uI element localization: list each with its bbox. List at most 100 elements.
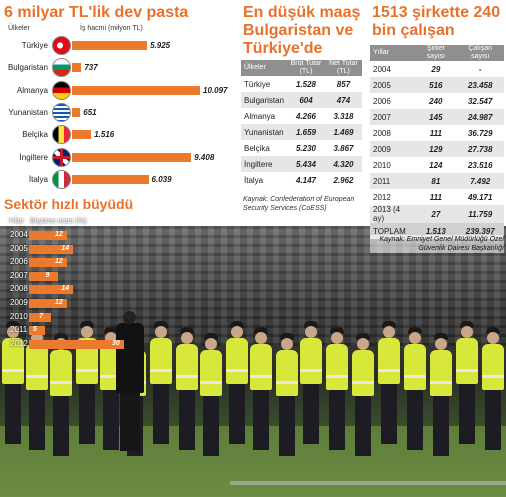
guard-legs xyxy=(179,390,195,450)
guard-cap xyxy=(204,333,218,340)
growth-bar xyxy=(29,231,67,240)
companies-table-row: 2011 81 7.492 xyxy=(370,173,504,189)
volume-chart-ylabel: Ülkeler xyxy=(8,25,30,32)
table-cell-value: 857 xyxy=(336,79,351,89)
guard-legs xyxy=(253,390,269,450)
growth-value-label: 5 xyxy=(32,326,37,334)
volume-chart-xlabel: İş hacmi (milyon TL) xyxy=(80,25,143,32)
growth-year-label: 2004 xyxy=(10,230,28,239)
growth-value-label: 12 xyxy=(55,231,63,238)
volume-row-label: Yunanistan xyxy=(8,107,48,117)
table-cell-value: 29 xyxy=(431,64,441,74)
guard-cap xyxy=(382,321,396,328)
companies-table-row: 2013 (4 ay) 27 11.759 xyxy=(370,205,504,223)
table-row-label: İngiltere xyxy=(241,156,288,172)
salary-table-row: Türkiye 1.528 857 xyxy=(241,76,362,92)
bulgaria-flag-icon xyxy=(52,58,71,78)
guard-head xyxy=(331,332,343,344)
companies-table-row: 2010 124 23.516 xyxy=(370,157,504,173)
table-cell-value: 27 xyxy=(415,205,457,223)
table-cell-value: 1.528 xyxy=(295,79,316,89)
growth-year-label: 2012 xyxy=(10,338,28,348)
guard-head xyxy=(181,332,193,344)
guard-vest xyxy=(76,338,98,384)
italy-flag-icon xyxy=(52,169,71,189)
table-cell-value: 81 xyxy=(415,173,457,189)
table-row-label: Almanya xyxy=(244,111,276,121)
table-row-label: Belçika xyxy=(244,143,270,153)
vest-stripe xyxy=(300,369,322,372)
guard-legs xyxy=(79,384,95,444)
guard-head xyxy=(255,332,267,344)
guard-vest xyxy=(404,344,426,390)
growth-bar xyxy=(29,285,74,295)
guard-vest xyxy=(430,350,452,396)
vest-stripe xyxy=(76,369,98,372)
table-row-label: 2008 xyxy=(373,128,391,138)
salary-table-row: Bulgaristan 604 474 xyxy=(241,92,362,108)
table-cell-value: 111 xyxy=(429,128,442,138)
table-cell-value: 36.729 xyxy=(467,128,493,138)
table-cell-value: 129 xyxy=(415,141,457,157)
salary-table: Ülkeler Brüt Tutar (TL) Net Tutar (TL) T… xyxy=(241,60,362,188)
table-cell-value: 4.266 xyxy=(295,111,316,121)
growth-value-label: 14 xyxy=(61,244,70,252)
volume-row-label: Belçika xyxy=(22,130,48,140)
table-row-label: 2009 xyxy=(370,141,416,157)
vest-stripe xyxy=(226,369,248,372)
volume-row-label: Türkiye xyxy=(21,41,48,50)
guard-vest xyxy=(26,344,48,390)
guard-head xyxy=(81,326,93,338)
guard-legs xyxy=(203,396,219,456)
guard-legs xyxy=(5,384,21,444)
guard-head xyxy=(155,326,167,338)
volume-chart-title: 6 milyar TL'lik dev pasta xyxy=(4,4,189,21)
uk-flag-icon xyxy=(52,147,71,167)
vest-stripe xyxy=(26,375,48,378)
table-cell-value: 1.469 xyxy=(324,124,362,140)
table-cell-value: 1.659 xyxy=(287,124,325,140)
volume-bar xyxy=(72,152,192,162)
table-cell-value: 3.318 xyxy=(333,111,354,121)
table-cell-value: 604 xyxy=(287,92,325,108)
guard-head xyxy=(305,326,317,338)
table-row-label: 2012 xyxy=(373,192,391,202)
guard-cap xyxy=(486,327,500,334)
guard-legs xyxy=(103,390,119,450)
volume-bar xyxy=(72,130,92,140)
growth-bar xyxy=(29,271,58,281)
guard-head xyxy=(357,338,369,350)
table-row-label: 2005 xyxy=(370,77,416,93)
vest-stripe xyxy=(100,375,122,378)
vest-stripe xyxy=(456,369,478,372)
guard-vest xyxy=(226,338,248,384)
table-cell-value: 2.962 xyxy=(333,175,354,185)
guard-vest xyxy=(352,350,374,396)
guard-cap xyxy=(434,333,448,340)
table-cell-value: 5.230 xyxy=(295,143,316,153)
volume-bar xyxy=(72,41,148,50)
volume-bar xyxy=(72,85,200,95)
growth-bar xyxy=(29,258,67,268)
guard-legs xyxy=(329,390,345,450)
guard-cap xyxy=(356,333,370,340)
companies-table-row: 2007 145 24.987 xyxy=(370,109,504,125)
guard-vest xyxy=(176,344,198,390)
guard-cap xyxy=(460,321,474,328)
greece-flag-icon xyxy=(52,102,71,122)
table-row-label: Yunanistan xyxy=(241,124,288,140)
table-row-label: Bulgaristan xyxy=(241,92,288,108)
growth-value-label: 9 xyxy=(45,271,50,279)
table-row-label: 2011 xyxy=(370,173,416,189)
table-row-label: 2010 xyxy=(373,160,391,170)
guard-cap xyxy=(54,333,68,340)
table-cell-value: 3.867 xyxy=(333,143,354,153)
salary-col-country: Ülkeler xyxy=(241,60,288,76)
volume-row-label: Almanya xyxy=(16,85,48,95)
volume-bar xyxy=(72,63,82,73)
pitch-railing xyxy=(230,481,506,485)
companies-col-firms: Şirket sayısı xyxy=(415,45,457,61)
salary-col-gross: Brüt Tutar (TL) xyxy=(287,60,325,76)
guard-vest xyxy=(150,338,172,384)
volume-value-label: 651 xyxy=(83,107,97,117)
